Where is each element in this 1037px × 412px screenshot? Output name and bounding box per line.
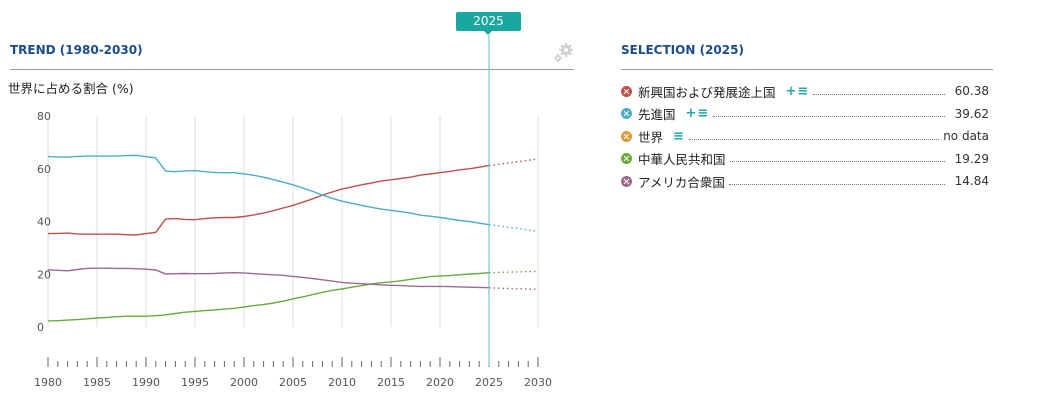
selection-item[interactable]: 先進国 +≡ 39.62: [621, 103, 989, 126]
selection-item-value: no data: [943, 129, 989, 144]
gear-icon[interactable]: [552, 42, 574, 64]
selection-item[interactable]: 中華人民共和国 19.29: [621, 148, 989, 171]
x-tick-label: 2005: [279, 376, 307, 389]
series-projection-1: [488, 224, 539, 232]
selection-item-value: 14.84: [954, 174, 989, 189]
dot-leader: [728, 183, 945, 185]
x-tick-label: 1985: [83, 376, 111, 389]
remove-icon[interactable]: [621, 85, 632, 97]
remove-icon[interactable]: [621, 153, 632, 165]
selection-item-name: 先進国: [638, 107, 676, 123]
x-tick-label: 1990: [132, 376, 160, 389]
x-tick-label: 2000: [230, 376, 258, 389]
series-projection-3: [488, 287, 539, 290]
y-tick-label: 40: [37, 216, 51, 229]
add-list-icon[interactable]: +≡: [785, 83, 810, 99]
year-marker-pointer: [484, 31, 492, 35]
chart-labels: 0 20 40 60 80 1980 1985 1990 1995 2000 2005 2010 201…: [34, 110, 552, 389]
selection-item-name: アメリカ合衆国: [638, 174, 725, 190]
y-tick-label: 80: [37, 110, 51, 123]
trend-title: TREND (1980-2030): [10, 43, 143, 57]
selection-title: SELECTION (2025): [621, 43, 744, 57]
selection-item-value: 19.29: [954, 151, 989, 166]
selection-divider: [621, 69, 993, 70]
series-line-1: [47, 154, 490, 226]
trend-divider: [10, 69, 574, 70]
dot-leader: [688, 138, 940, 140]
y-axis-label: 世界に占める割合 (%): [8, 81, 134, 96]
x-tick-label: 2020: [426, 376, 454, 389]
dot-leader: [729, 161, 945, 163]
selection-item-value: 39.62: [954, 106, 989, 121]
chart-series: [47, 154, 539, 322]
selection-item[interactable]: アメリカ合衆国 14.84: [621, 170, 989, 193]
selection-item-name: 中華人民共和国: [638, 152, 726, 168]
series-projection-2: [488, 270, 539, 274]
selection-list: 新興国および発展途上国 +≡ 60.38 先進国 +≡ 39.62 世界 ≡ no data 中華…: [621, 80, 989, 193]
x-tick-label: 1980: [34, 376, 62, 389]
x-axis-ticks: [47, 357, 539, 367]
x-tick-label: 2030: [524, 376, 552, 389]
series-projection-0: [488, 158, 539, 167]
dot-leader: [713, 116, 945, 118]
year-marker-badge[interactable]: 2025: [456, 12, 521, 31]
dot-leader: [813, 93, 945, 95]
remove-icon[interactable]: [621, 175, 632, 187]
selection-item-value: 60.38: [954, 84, 989, 99]
add-list-icon[interactable]: ≡: [673, 128, 685, 144]
x-tick-label: 2015: [377, 376, 405, 389]
remove-icon[interactable]: [621, 130, 632, 142]
x-tick-label: 2025: [475, 376, 503, 389]
trend-chart: 0 20 40 60 80 1980 1985 1990 1995 2000 2005 2010 201…: [34, 35, 552, 389]
selection-item-name: 世界: [638, 129, 664, 145]
selection-item-name: 新興国および発展途上国: [638, 84, 776, 100]
x-tick-label: 2010: [328, 376, 356, 389]
series-line-2: [47, 272, 490, 322]
series-line-3: [47, 267, 490, 289]
y-tick-label: 20: [37, 268, 51, 281]
remove-icon[interactable]: [621, 108, 632, 120]
y-tick-label: 60: [37, 163, 51, 176]
y-tick-label: 0: [37, 321, 44, 334]
selection-item[interactable]: 新興国および発展途上国 +≡ 60.38: [621, 80, 989, 103]
x-tick-label: 1995: [181, 376, 209, 389]
selection-item[interactable]: 世界 ≡ no data: [621, 125, 989, 148]
series-line-0: [47, 164, 490, 236]
add-list-icon[interactable]: +≡: [685, 106, 710, 122]
